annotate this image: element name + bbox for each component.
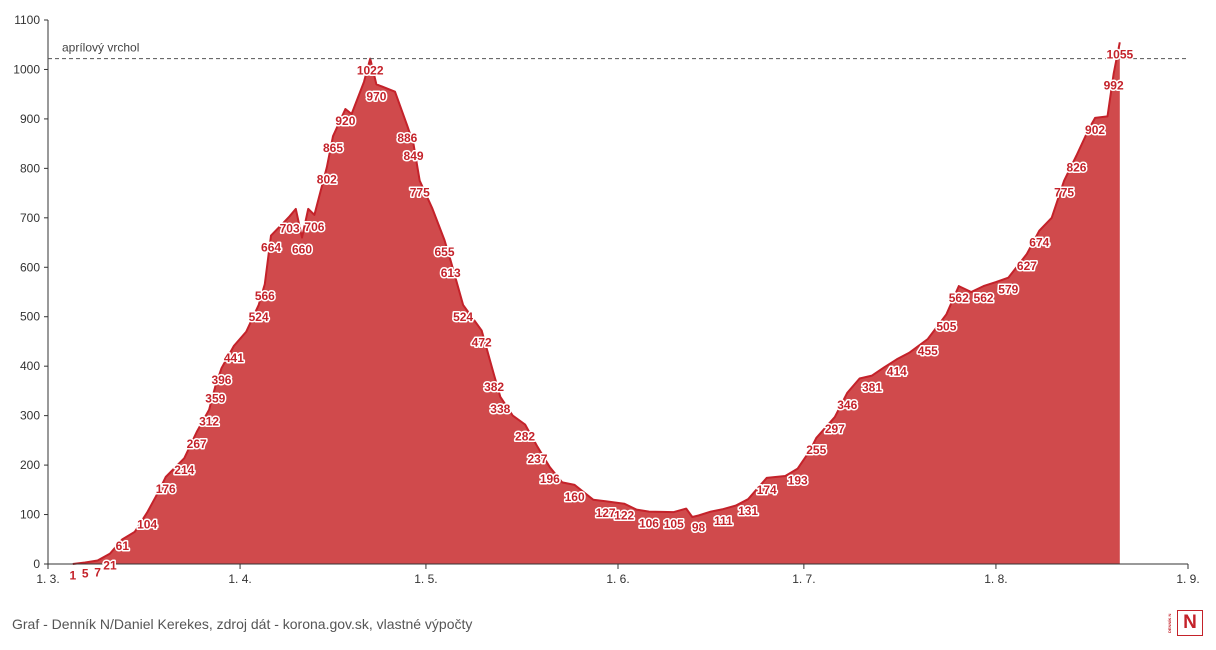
data-label: 886	[397, 131, 417, 145]
x-tick-label: 1. 3.	[36, 572, 59, 586]
data-label: 664	[261, 241, 281, 255]
data-label: 122	[614, 509, 634, 523]
x-tick-label: 1. 8.	[984, 572, 1007, 586]
data-label: 176	[156, 482, 176, 496]
data-label: 414	[887, 364, 907, 378]
y-tick-label: 700	[20, 211, 40, 225]
data-label: 920	[335, 114, 355, 128]
x-tick-label: 1. 6.	[606, 572, 629, 586]
data-label: 196	[540, 472, 560, 486]
data-label: 674	[1029, 236, 1049, 250]
data-label: 382	[484, 380, 504, 394]
data-label: 359	[205, 391, 225, 405]
y-tick-label: 200	[20, 458, 40, 472]
data-label: 826	[1066, 161, 1086, 175]
data-label: 7	[94, 566, 101, 580]
data-label: 5	[82, 567, 89, 581]
data-label: 237	[527, 452, 547, 466]
dennik-n-logo[interactable]: DENNÍK N N	[1167, 610, 1203, 636]
x-tick-label: 1. 7.	[792, 572, 815, 586]
data-label: 338	[490, 402, 510, 416]
data-label: 98	[692, 521, 706, 535]
y-tick-label: 600	[20, 260, 40, 274]
data-label: 706	[304, 220, 324, 234]
area-line	[72, 42, 1121, 565]
data-label: 214	[174, 463, 194, 477]
data-label: 1	[69, 569, 76, 583]
data-label: 282	[515, 430, 535, 444]
data-label: 627	[1017, 259, 1037, 273]
data-label: 566	[255, 289, 275, 303]
data-label: 505	[936, 319, 956, 333]
data-label: 775	[410, 186, 430, 200]
data-label: 802	[317, 172, 337, 186]
y-tick-label: 400	[20, 359, 40, 373]
data-label: 396	[211, 373, 231, 387]
y-tick-label: 1000	[13, 62, 40, 76]
data-label: 193	[788, 474, 808, 488]
data-label: 106	[639, 517, 659, 531]
data-label: 346	[837, 398, 857, 412]
data-label: 21	[103, 559, 117, 573]
area-fill	[72, 42, 1120, 565]
data-label: 562	[974, 291, 994, 305]
data-label: 131	[738, 504, 758, 518]
data-label: 381	[862, 381, 882, 395]
x-tick-label: 1. 9.	[1176, 572, 1199, 586]
data-label: 174	[757, 483, 777, 497]
data-label: 267	[187, 437, 207, 451]
y-tick-label: 300	[20, 409, 40, 423]
data-label: 111	[714, 514, 733, 528]
x-tick-label: 1. 4.	[228, 572, 251, 586]
data-label: 524	[453, 310, 473, 324]
y-tick-label: 500	[20, 310, 40, 324]
data-label: 104	[137, 518, 157, 532]
data-label: 970	[366, 89, 386, 103]
data-label: 992	[1104, 78, 1124, 92]
y-tick-label: 800	[20, 161, 40, 175]
data-label: 297	[825, 422, 845, 436]
data-label: 524	[249, 310, 269, 324]
data-label: 127	[596, 506, 616, 520]
data-label: 865	[323, 141, 343, 155]
data-label: 255	[806, 443, 826, 457]
data-label: 160	[565, 490, 585, 504]
data-label: 655	[435, 245, 455, 259]
data-label: 579	[998, 283, 1018, 297]
data-label: 775	[1054, 186, 1074, 200]
data-label: 1022	[357, 64, 384, 78]
y-tick-label: 100	[20, 508, 40, 522]
y-tick-label: 1100	[14, 13, 40, 27]
reference-line-label: aprílový vrchol	[62, 41, 139, 55]
y-tick-label: 0	[33, 557, 40, 571]
logo-letter: N	[1177, 610, 1203, 636]
logo-vertical-text: DENNÍK N	[1167, 613, 1172, 633]
y-tick-label: 900	[20, 112, 40, 126]
data-label: 703	[280, 221, 300, 235]
data-label: 61	[116, 539, 130, 553]
data-label: 660	[292, 243, 312, 257]
data-label: 902	[1085, 123, 1105, 137]
data-label: 562	[949, 291, 969, 305]
data-label: 455	[918, 344, 938, 358]
data-label: 312	[199, 415, 219, 429]
data-label: 1055	[1106, 47, 1133, 61]
data-label: 472	[472, 336, 492, 350]
data-label: 105	[664, 517, 684, 531]
x-tick-label: 1. 5.	[414, 572, 437, 586]
data-label: 441	[224, 351, 244, 365]
data-label: 849	[404, 149, 424, 163]
chart-credit: Graf - Denník N/Daniel Kerekes, zdroj dá…	[12, 616, 473, 632]
data-label: 613	[441, 266, 461, 280]
